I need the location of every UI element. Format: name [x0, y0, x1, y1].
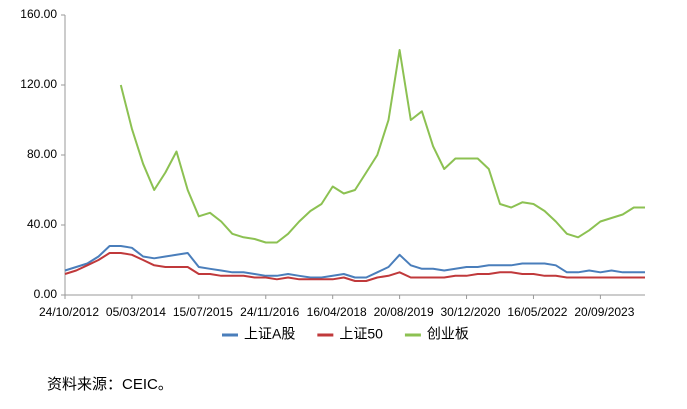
- legend-label: 上证A股: [244, 326, 295, 342]
- x-tick-label: 15/07/2015: [173, 305, 233, 319]
- x-tick-label: 16/05/2022: [507, 305, 567, 319]
- x-tick-label: 05/03/2014: [106, 305, 166, 319]
- source-note: 资料来源：CEIC。: [47, 376, 173, 393]
- x-tick-label: 20/08/2019: [374, 305, 434, 319]
- x-tick-label: 24/10/2012: [39, 305, 99, 319]
- x-tick-label: 20/09/2023: [574, 305, 634, 319]
- series-line: [64, 252, 645, 282]
- x-tick-label: 30/12/2020: [441, 305, 501, 319]
- y-tick-label: 120.00: [20, 77, 57, 91]
- y-tick-label: 0.00: [34, 287, 58, 301]
- y-tick-label: 160.00: [20, 7, 57, 21]
- x-tick-label: 24/11/2016: [240, 305, 299, 319]
- legend-label: 创业板: [427, 326, 469, 342]
- legend-label: 上证50: [339, 326, 383, 342]
- x-tick-label: 16/04/2018: [307, 305, 367, 319]
- series-line: [119, 49, 645, 244]
- y-tick-label: 40.00: [27, 217, 57, 231]
- y-tick-label: 80.00: [27, 147, 57, 161]
- series-line: [64, 245, 645, 279]
